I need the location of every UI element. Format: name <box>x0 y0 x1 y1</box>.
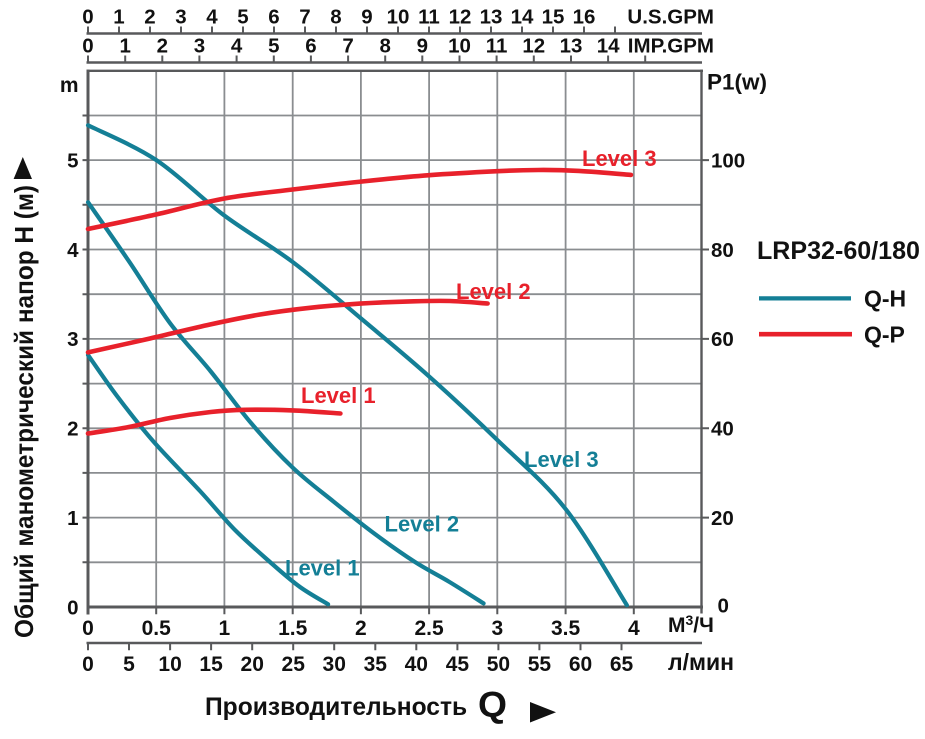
svg-text:Level 1: Level 1 <box>301 383 376 408</box>
svg-text:Q: Q <box>478 684 507 725</box>
svg-text:1: 1 <box>119 35 130 58</box>
svg-text:Level 2: Level 2 <box>385 512 460 537</box>
svg-text:Level 1: Level 1 <box>285 556 360 581</box>
svg-text:0: 0 <box>82 653 94 676</box>
svg-text:0: 0 <box>67 596 78 619</box>
svg-text:2: 2 <box>144 6 155 29</box>
svg-text:45: 45 <box>446 653 470 676</box>
svg-text:3: 3 <box>67 328 78 351</box>
svg-text:2.5: 2.5 <box>414 617 444 640</box>
svg-text:0.5: 0.5 <box>142 617 172 640</box>
svg-text:80: 80 <box>711 239 734 262</box>
svg-text:10: 10 <box>158 653 181 676</box>
svg-text:11: 11 <box>486 35 508 58</box>
svg-text:1: 1 <box>219 617 231 640</box>
svg-text:11: 11 <box>418 6 440 29</box>
svg-text:40: 40 <box>711 418 734 441</box>
svg-text:4: 4 <box>628 617 640 640</box>
svg-text:5: 5 <box>268 35 279 58</box>
svg-text:8: 8 <box>379 35 390 58</box>
svg-text:60: 60 <box>711 328 734 351</box>
svg-text:20: 20 <box>241 653 264 676</box>
svg-text:12: 12 <box>522 35 545 58</box>
svg-text:4: 4 <box>231 35 243 58</box>
svg-text:Q-H: Q-H <box>864 286 906 312</box>
svg-text:4: 4 <box>206 6 218 29</box>
svg-text:10: 10 <box>448 35 471 58</box>
svg-text:2: 2 <box>67 418 78 441</box>
svg-text:1.5: 1.5 <box>278 617 308 640</box>
svg-text:20: 20 <box>711 507 734 530</box>
svg-text:9: 9 <box>361 6 372 29</box>
svg-text:14: 14 <box>511 6 534 29</box>
svg-text:30: 30 <box>323 653 346 676</box>
svg-text:U.S.GPM: U.S.GPM <box>627 6 714 29</box>
svg-text:0: 0 <box>82 6 93 29</box>
svg-text:1: 1 <box>67 507 78 530</box>
svg-text:7: 7 <box>299 6 310 29</box>
svg-text:3: 3 <box>491 617 503 640</box>
svg-text:15: 15 <box>199 653 223 676</box>
svg-text:Level 3: Level 3 <box>524 447 599 472</box>
svg-text:14: 14 <box>597 35 620 58</box>
svg-text:65: 65 <box>610 653 634 676</box>
svg-text:1: 1 <box>113 6 124 29</box>
svg-text:40: 40 <box>405 653 428 676</box>
svg-text:Производительность: Производительность <box>205 694 467 721</box>
svg-text:Общий манометрический напор Н: Общий манометрический напор Н (м) <box>9 185 39 638</box>
svg-text:10: 10 <box>387 6 410 29</box>
svg-text:0: 0 <box>82 35 93 58</box>
svg-text:35: 35 <box>364 653 388 676</box>
svg-text:0: 0 <box>82 617 94 640</box>
svg-text:m: m <box>60 74 79 97</box>
svg-text:13: 13 <box>560 35 583 58</box>
svg-text:6: 6 <box>268 6 279 29</box>
svg-text:50: 50 <box>487 653 510 676</box>
svg-text:8: 8 <box>330 6 341 29</box>
svg-text:5: 5 <box>123 653 135 676</box>
svg-text:0: 0 <box>718 595 729 618</box>
svg-text:Level 2: Level 2 <box>456 279 531 304</box>
svg-text:Q-P: Q-P <box>864 322 905 348</box>
svg-text:25: 25 <box>282 653 306 676</box>
svg-text:4: 4 <box>67 239 79 262</box>
svg-text:13: 13 <box>480 6 503 29</box>
svg-text:2: 2 <box>355 617 367 640</box>
svg-text:15: 15 <box>542 6 565 29</box>
svg-text:7: 7 <box>342 35 353 58</box>
svg-text:6: 6 <box>305 35 316 58</box>
svg-text:3: 3 <box>194 35 205 58</box>
svg-text:Level 3: Level 3 <box>582 146 657 171</box>
svg-text:5: 5 <box>237 6 248 29</box>
svg-text:LRP32-60/180: LRP32-60/180 <box>757 237 920 265</box>
svg-text:л/мин: л/мин <box>668 649 734 675</box>
svg-text:55: 55 <box>528 653 552 676</box>
svg-text:100: 100 <box>711 149 745 172</box>
svg-text:P1(w): P1(w) <box>707 70 767 95</box>
svg-text:9: 9 <box>417 35 428 58</box>
svg-text:3.5: 3.5 <box>551 617 581 640</box>
svg-text:60: 60 <box>569 653 592 676</box>
svg-text:5: 5 <box>67 149 78 172</box>
svg-text:3: 3 <box>175 6 186 29</box>
svg-text:IMP.GPM: IMP.GPM <box>628 35 714 58</box>
svg-text:2: 2 <box>157 35 168 58</box>
svg-text:16: 16 <box>573 6 596 29</box>
svg-text:12: 12 <box>449 6 472 29</box>
